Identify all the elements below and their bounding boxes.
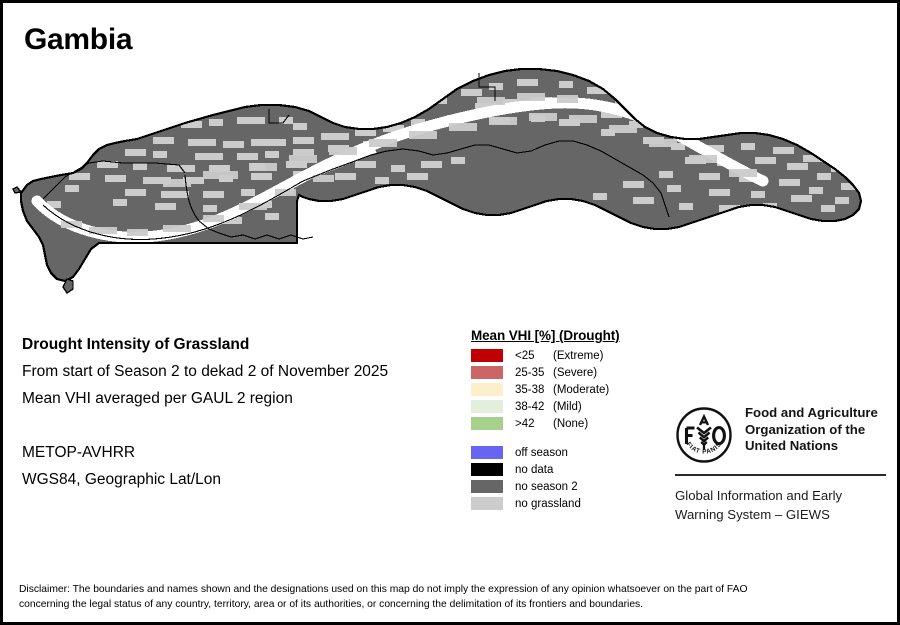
legend-item-no-grassland[interactable]: no grassland — [471, 496, 671, 511]
legend-label-no-season-2: no season 2 — [515, 480, 578, 493]
giews-name: Global Information and Early Warning Sys… — [675, 486, 890, 524]
fao-name-line-1: Food and Agriculture — [745, 405, 878, 420]
giews-line-2: Warning System – GIEWS — [675, 507, 830, 522]
description-sensor: METOP-AVHRR — [22, 444, 136, 461]
fao-branding-block: FIAT PANIS Food and Agriculture Organiza… — [675, 405, 890, 524]
legend-range-mild: 38-42 — [515, 400, 545, 413]
fao-organization-name: Food and Agriculture Organization of the… — [745, 405, 878, 455]
legend-item-off-season[interactable]: off season — [471, 445, 671, 460]
legend-item-no-data[interactable]: no data — [471, 462, 671, 477]
description-period: From start of Season 2 to dekad 2 of Nov… — [22, 363, 389, 380]
legend-range-none: >42 — [515, 417, 535, 430]
legend-item-moderate[interactable]: 35-38 (Moderate) — [471, 382, 671, 397]
legend-swatch-off-season — [471, 446, 503, 459]
legend-label-none: >42 (None) — [515, 418, 588, 430]
legend-item-extreme[interactable]: <25 (Extreme) — [471, 348, 671, 363]
description-block: Drought Intensity of Grassland From star… — [22, 331, 462, 493]
legend-label-off-season: off season — [515, 446, 568, 459]
legend-swatch-no-grassland — [471, 497, 503, 510]
legend-range-severe: 25-35 — [515, 366, 545, 379]
fao-divider — [675, 474, 886, 476]
map-admin-boundaries — [42, 73, 670, 240]
disclaimer-line-1: Disclaimer: The boundaries and names sho… — [19, 584, 748, 595]
legend-swatch-none — [471, 417, 503, 430]
legend-category-none: (None) — [553, 417, 589, 430]
legend-swatch-extreme — [471, 349, 503, 362]
legend-label-no-grassland: no grassland — [515, 497, 581, 510]
description-heading: Drought Intensity of Grassland — [22, 336, 250, 353]
legend-label-extreme: <25 (Extreme) — [515, 350, 603, 362]
legend-spacer — [471, 433, 671, 445]
legend: Mean VHI [%] (Drought) <25 (Extreme) 25-… — [471, 328, 671, 513]
legend-item-none[interactable]: >42 (None) — [471, 416, 671, 431]
legend-range-moderate: 35-38 — [515, 383, 545, 396]
map-graphic[interactable] — [3, 53, 897, 301]
legend-label-mild: 38-42 (Mild) — [515, 401, 582, 413]
legend-title: Mean VHI [%] (Drought) — [471, 328, 620, 343]
disclaimer: Disclaimer: The boundaries and names sho… — [19, 583, 885, 612]
description-aggregation: Mean VHI averaged per GAUL 2 region — [22, 390, 293, 407]
map-coastal-islets — [12, 186, 74, 294]
legend-swatch-no-data — [471, 463, 503, 476]
legend-label-severe: 25-35 (Severe) — [515, 367, 597, 379]
legend-category-moderate: (Moderate) — [553, 383, 610, 396]
map-country-outline — [19, 67, 863, 283]
legend-swatch-mild — [471, 400, 503, 413]
description-projection: WGS84, Geographic Lat/Lon — [22, 471, 222, 488]
legend-category-extreme: (Extreme) — [553, 349, 604, 362]
legend-item-severe[interactable]: 25-35 (Severe) — [471, 365, 671, 380]
legend-category-mild: (Mild) — [553, 400, 582, 413]
legend-item-mild[interactable]: 38-42 (Mild) — [471, 399, 671, 414]
disclaimer-line-2: concerning the legal status of any count… — [19, 598, 644, 610]
legend-item-no-season-2[interactable]: no season 2 — [471, 479, 671, 494]
legend-swatch-severe — [471, 366, 503, 379]
fao-header: FIAT PANIS Food and Agriculture Organiza… — [675, 405, 890, 464]
fao-name-line-2: Organization of the — [745, 421, 866, 437]
legend-swatch-no-season-2 — [471, 480, 503, 493]
fao-name-line-3: United Nations — [745, 438, 839, 453]
legend-swatch-moderate — [471, 383, 503, 396]
legend-label-moderate: 35-38 (Moderate) — [515, 384, 609, 396]
giews-line-1: Global Information and Early — [675, 488, 843, 503]
fao-logo-icon: FIAT PANIS — [675, 406, 733, 464]
legend-range-extreme: <25 — [515, 349, 535, 362]
legend-label-no-data: no data — [515, 463, 554, 476]
page-title: Gambia — [24, 23, 133, 56]
description-spacer — [22, 412, 462, 439]
legend-category-severe: (Severe) — [553, 366, 598, 379]
